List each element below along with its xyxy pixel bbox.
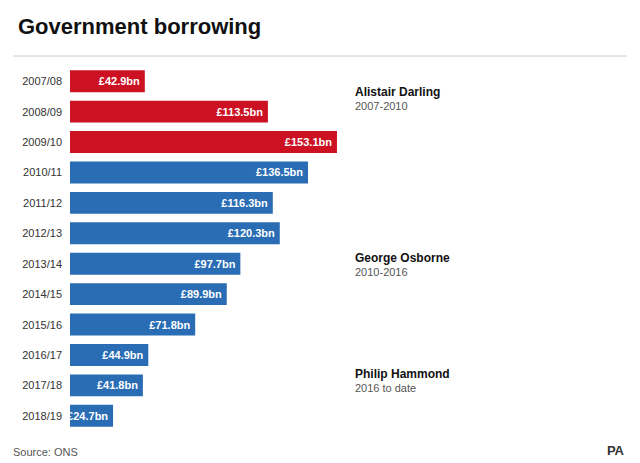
svg-text:2015/16: 2015/16 bbox=[22, 319, 62, 331]
svg-text:£24.7bn: £24.7bn bbox=[67, 410, 108, 422]
svg-text:£89.9bn: £89.9bn bbox=[181, 288, 222, 300]
svg-text:2011/12: 2011/12 bbox=[23, 197, 62, 209]
svg-text:2014/15: 2014/15 bbox=[22, 288, 62, 300]
svg-text:2018/19: 2018/19 bbox=[22, 410, 62, 422]
svg-text:2007/08: 2007/08 bbox=[22, 75, 62, 87]
svg-text:2013/14: 2013/14 bbox=[22, 258, 62, 270]
svg-text:2017/18: 2017/18 bbox=[22, 379, 62, 391]
svg-text:PA: PA bbox=[607, 443, 625, 458]
svg-text:£116.3bn: £116.3bn bbox=[221, 197, 268, 209]
svg-text:2008/09: 2008/09 bbox=[22, 106, 62, 118]
svg-text:Alistair Darling: Alistair Darling bbox=[355, 85, 440, 99]
svg-text:£120.3bn: £120.3bn bbox=[228, 227, 275, 239]
svg-text:George Osborne: George Osborne bbox=[355, 251, 450, 265]
svg-text:2010/11: 2010/11 bbox=[23, 166, 62, 178]
svg-text:£97.7bn: £97.7bn bbox=[194, 258, 235, 270]
svg-text:2007-2010: 2007-2010 bbox=[355, 100, 408, 112]
svg-text:2016/17: 2016/17 bbox=[22, 349, 62, 361]
svg-text:2009/10: 2009/10 bbox=[22, 136, 62, 148]
svg-text:2016 to date: 2016 to date bbox=[355, 382, 416, 394]
svg-text:£41.8bn: £41.8bn bbox=[97, 379, 138, 391]
svg-text:£113.5bn: £113.5bn bbox=[216, 106, 263, 118]
svg-text:£153.1bn: £153.1bn bbox=[285, 136, 332, 148]
svg-text:£71.8bn: £71.8bn bbox=[149, 319, 190, 331]
svg-text:2012/13: 2012/13 bbox=[22, 227, 62, 239]
svg-text:£42.9bn: £42.9bn bbox=[99, 75, 140, 87]
svg-text:2010-2016: 2010-2016 bbox=[355, 266, 408, 278]
svg-text:Philip Hammond: Philip Hammond bbox=[355, 367, 450, 381]
svg-text:£44.9bn: £44.9bn bbox=[102, 349, 143, 361]
svg-text:£136.5bn: £136.5bn bbox=[256, 166, 303, 178]
svg-text:Government borrowing: Government borrowing bbox=[18, 14, 261, 39]
svg-text:Source: ONS: Source: ONS bbox=[13, 446, 78, 458]
